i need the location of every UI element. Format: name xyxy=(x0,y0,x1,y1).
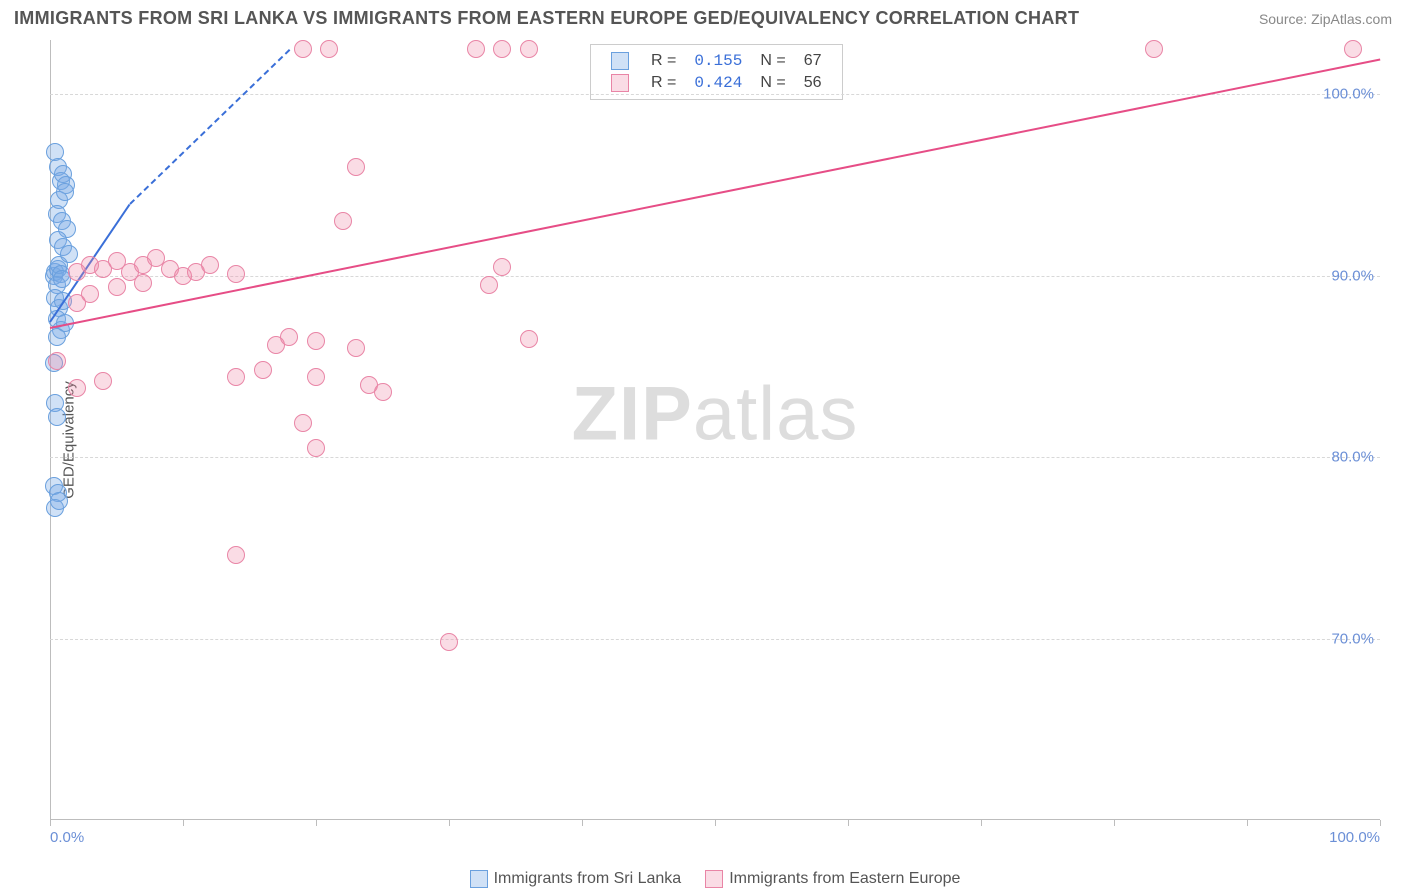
legend-label: Immigrants from Eastern Europe xyxy=(729,870,960,887)
plot-region: ZIPatlas R =0.155N =67R =0.424N =56 70.0… xyxy=(50,40,1380,820)
data-point xyxy=(227,368,245,386)
x-minor-tick xyxy=(1247,820,1248,826)
chart-source: Source: ZipAtlas.com xyxy=(1259,11,1392,27)
n-label: N = xyxy=(752,73,793,93)
data-point xyxy=(307,368,325,386)
n-value: 67 xyxy=(796,51,830,71)
data-point xyxy=(1344,40,1362,58)
y-tick-label: 70.0% xyxy=(1331,630,1374,647)
bottom-legend: Immigrants from Sri Lanka Immigrants from… xyxy=(0,870,1406,888)
data-point xyxy=(227,265,245,283)
y-tick-label: 100.0% xyxy=(1323,86,1374,103)
data-point xyxy=(68,294,86,312)
x-minor-tick xyxy=(715,820,716,826)
chart-header: IMMIGRANTS FROM SRI LANKA VS IMMIGRANTS … xyxy=(0,0,1406,35)
x-minor-tick xyxy=(50,820,51,826)
stat-row: R =0.424N =56 xyxy=(603,73,830,93)
x-minor-tick xyxy=(848,820,849,826)
data-point xyxy=(48,328,66,346)
chart-title: IMMIGRANTS FROM SRI LANKA VS IMMIGRANTS … xyxy=(14,8,1079,29)
data-point xyxy=(254,361,272,379)
data-point xyxy=(347,158,365,176)
stat-row: R =0.155N =67 xyxy=(603,51,830,71)
data-point xyxy=(467,40,485,58)
chart-area: GED/Equivalency ZIPatlas R =0.155N =67R … xyxy=(22,40,1392,840)
data-point xyxy=(94,372,112,390)
legend-swatch xyxy=(470,870,488,888)
data-point xyxy=(520,330,538,348)
data-point xyxy=(68,379,86,397)
y-tick-label: 80.0% xyxy=(1331,449,1374,466)
data-point xyxy=(320,40,338,58)
gridline xyxy=(50,276,1380,277)
data-point xyxy=(520,40,538,58)
data-point xyxy=(294,40,312,58)
correlation-stats-box: R =0.155N =67R =0.424N =56 xyxy=(590,44,843,100)
data-point xyxy=(307,332,325,350)
r-label: R = xyxy=(643,73,684,93)
data-point xyxy=(48,408,66,426)
x-minor-tick xyxy=(981,820,982,826)
trend-line xyxy=(129,49,290,205)
data-point xyxy=(347,339,365,357)
n-label: N = xyxy=(752,51,793,71)
x-tick-label: 0.0% xyxy=(50,829,84,846)
gridline xyxy=(50,457,1380,458)
data-point xyxy=(60,245,78,263)
legend-swatch xyxy=(611,74,629,92)
data-point xyxy=(1145,40,1163,58)
data-point xyxy=(108,278,126,296)
data-point xyxy=(56,183,74,201)
x-minor-tick xyxy=(582,820,583,826)
x-minor-tick xyxy=(316,820,317,826)
r-label: R = xyxy=(643,51,684,71)
y-tick-label: 90.0% xyxy=(1331,267,1374,284)
data-point xyxy=(134,274,152,292)
n-value: 56 xyxy=(796,73,830,93)
r-value: 0.424 xyxy=(686,73,750,93)
legend-swatch xyxy=(705,870,723,888)
legend-swatch xyxy=(611,52,629,70)
data-point xyxy=(294,414,312,432)
data-point xyxy=(280,328,298,346)
gridline xyxy=(50,639,1380,640)
data-point xyxy=(480,276,498,294)
data-point xyxy=(374,383,392,401)
x-minor-tick xyxy=(1114,820,1115,826)
data-point xyxy=(227,546,245,564)
r-value: 0.155 xyxy=(686,51,750,71)
x-tick-label: 100.0% xyxy=(1329,829,1380,846)
data-point xyxy=(493,40,511,58)
data-point xyxy=(440,633,458,651)
data-point xyxy=(493,258,511,276)
data-point xyxy=(201,256,219,274)
watermark: ZIPatlas xyxy=(572,371,859,458)
data-point xyxy=(334,212,352,230)
x-minor-tick xyxy=(449,820,450,826)
gridline xyxy=(50,94,1380,95)
data-point xyxy=(48,352,66,370)
legend-label: Immigrants from Sri Lanka xyxy=(494,870,682,887)
data-point xyxy=(50,492,68,510)
x-minor-tick xyxy=(183,820,184,826)
data-point xyxy=(307,439,325,457)
x-minor-tick xyxy=(1380,820,1381,826)
